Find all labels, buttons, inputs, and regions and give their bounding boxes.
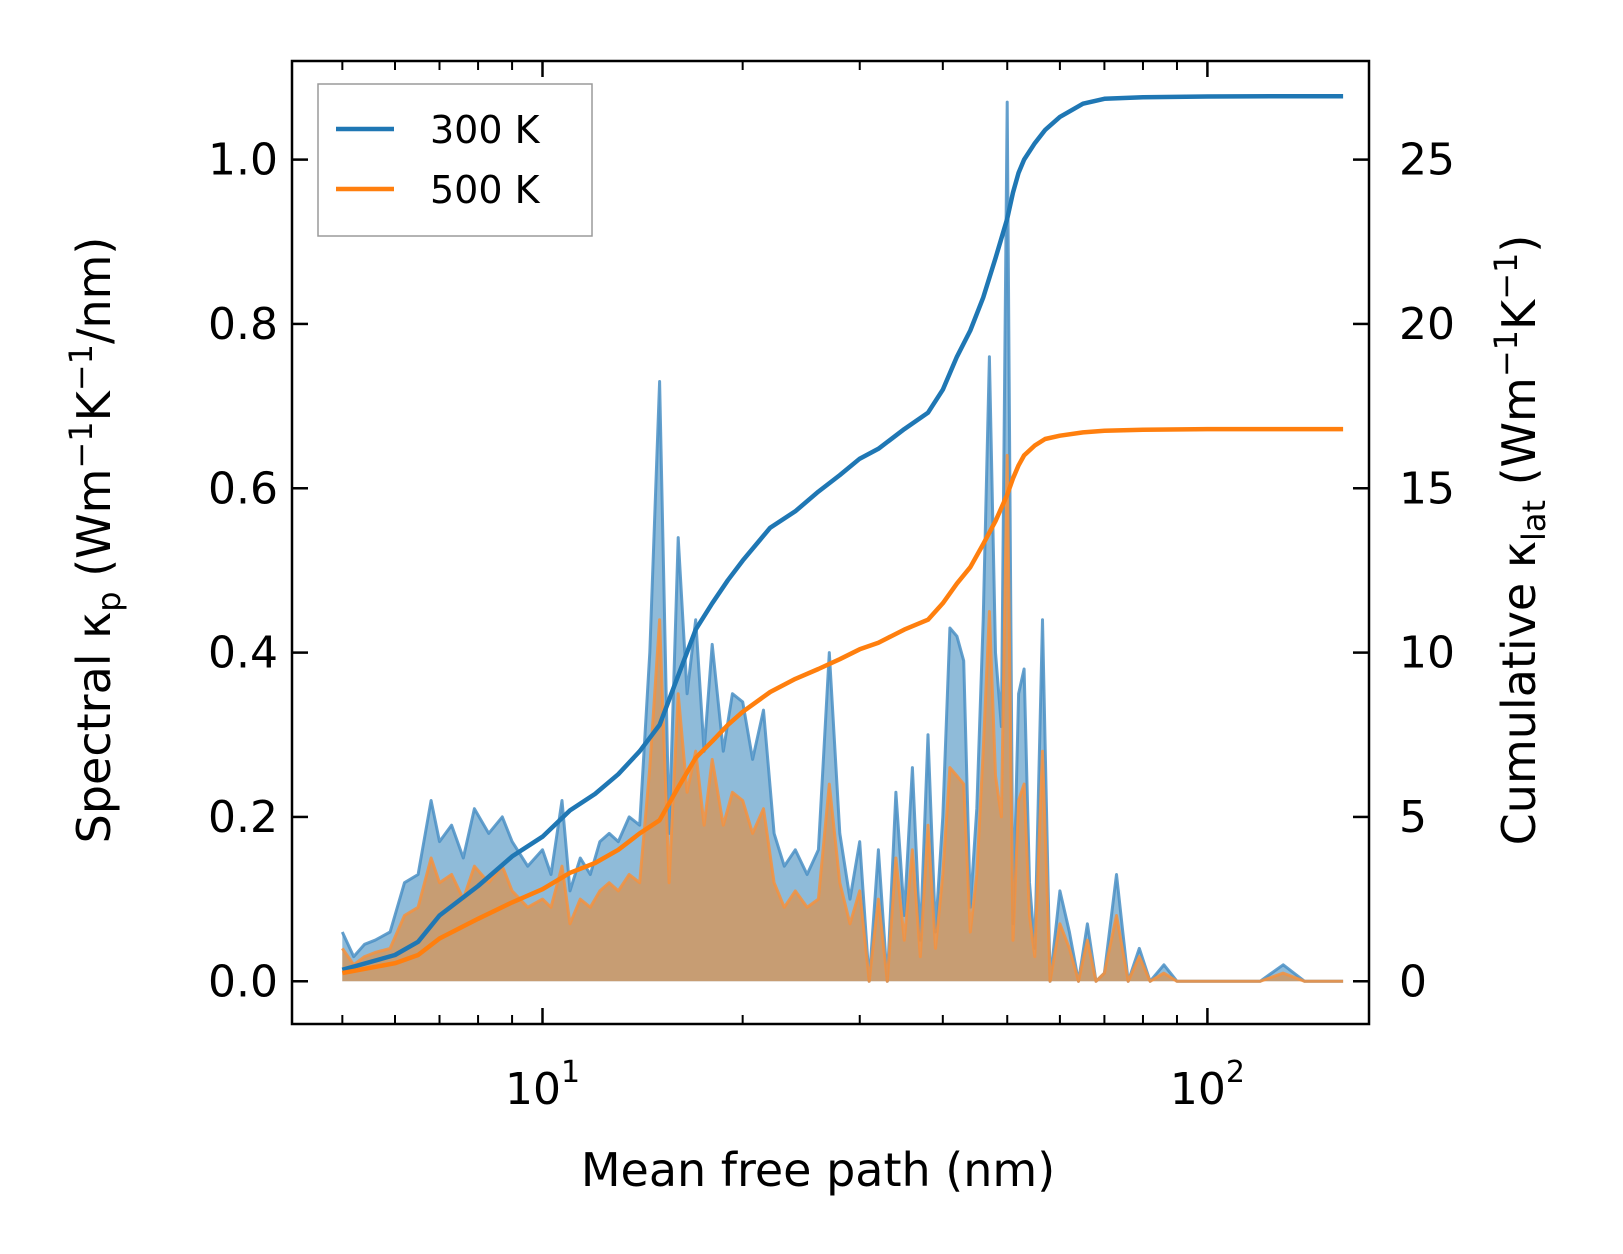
legend-label-500-k: 500 K [430,168,541,212]
y-left-label-unit-c: /nm) [67,237,121,344]
x-tick-base: 10 [1170,1064,1226,1115]
spectral-fill-500-k [342,455,1344,982]
y-right-label-unit-c: ) [1492,235,1546,253]
y-right-tick-label: 25 [1399,135,1455,186]
y-left-label-sub: p [90,591,128,611]
spectral-edge-500-k [341,453,1344,983]
y-right-label-main: Cumulative κ [1492,541,1546,845]
y-right-tick-label: 15 [1399,463,1455,514]
y-left-tick-label: 0.8 [208,299,278,350]
y-left-label-unit-a: (Wm [67,469,121,592]
y-right-label-sup1: −1 [1487,330,1525,377]
y-left-label-sup1: −1 [62,421,100,468]
x-axis-label: Mean free path (nm) [581,1143,1055,1197]
y-left-label-main: Spectral κ [67,612,121,844]
cumulative-line-layer [341,93,1344,976]
y-right-label-unit-a: (Wm [1492,377,1546,500]
x-tick-exponent: 1 [561,1055,580,1090]
y-right-tick-label: 5 [1399,792,1427,843]
spectral-edge-300-k [340,100,1344,983]
legend-box [317,83,593,237]
y-axis-label-right: Cumulative κlat (Wm−1K−1) [1487,235,1553,846]
y-left-tick-label: 0.4 [208,628,278,679]
legend-label-300-k: 300 K [430,108,541,152]
x-tick-label: 101 [505,1055,580,1115]
legend: 300 K 500 K [317,83,593,237]
y-right-label-unit-b: K [1492,298,1546,330]
y-left-label-unit-b: K [67,389,121,421]
cumulative-line-300-k [341,93,1344,972]
y-right-tick-label: 0 [1399,956,1427,1007]
x-tick-exponent: 2 [1226,1055,1245,1090]
y-axis-label-left: Spectral κp (Wm−1K−1/nm) [62,237,128,844]
cumulative-line-500-k [341,426,1344,976]
y-left-tick-label: 0.2 [208,792,278,843]
y-left-tick-label: 0.0 [208,956,278,1007]
plot-frame [290,59,1371,1026]
spectral-fill-layer [340,100,1344,983]
y-left-tick-label: 0.6 [208,463,278,514]
y-right-label-sup2: −1 [1487,253,1525,300]
y-left-tick-label: 1.0 [208,135,278,186]
y-right-tick-label: 10 [1399,628,1455,679]
axis-label-layer: Mean free path (nm) Spectral κp (Wm−1K−1… [62,235,1553,1197]
x-tick-base: 10 [505,1064,561,1115]
y-right-tick-label: 20 [1399,299,1455,350]
y-right-label-sub: lat [1515,500,1553,541]
y-left-label-sup2: −1 [62,344,100,391]
x-tick-label: 102 [1170,1055,1245,1115]
